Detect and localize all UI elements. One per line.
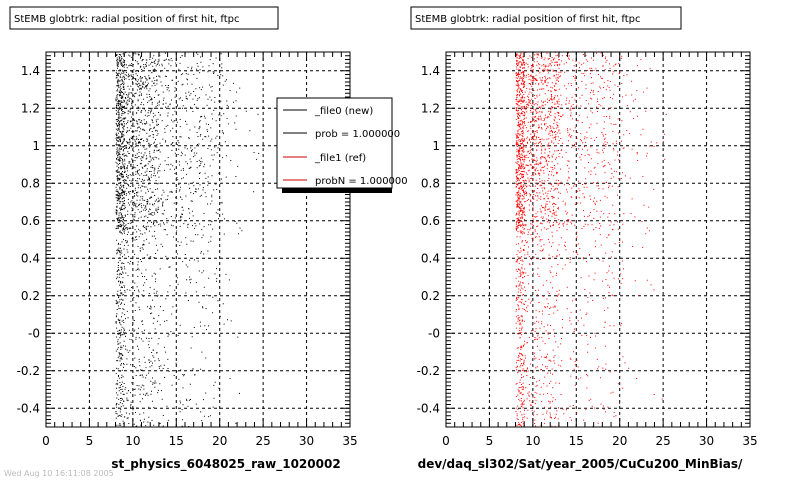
x-tick-label: 10 bbox=[525, 434, 540, 448]
y-tick-label: 0.4 bbox=[21, 251, 40, 265]
y-tick-label: 1.2 bbox=[421, 101, 440, 115]
x-tick-label: 30 bbox=[299, 434, 314, 448]
y-tick-label: -0.4 bbox=[17, 401, 40, 415]
y-tick-label: 0.4 bbox=[421, 251, 440, 265]
x-tick-label: 20 bbox=[612, 434, 627, 448]
x-tick-label: 15 bbox=[169, 434, 184, 448]
panel-right: StEMB globtrk: radial position of first … bbox=[410, 6, 758, 472]
grid-lines bbox=[46, 52, 350, 427]
y-tick-label: 1.4 bbox=[21, 64, 40, 78]
x-tick-label: 25 bbox=[256, 434, 271, 448]
y-tick-label: 0.8 bbox=[21, 176, 40, 190]
x-tick-label: 30 bbox=[699, 434, 714, 448]
x-tick-label: 10 bbox=[125, 434, 140, 448]
y-tick-label: 1 bbox=[32, 139, 40, 153]
y-tick-label: 1 bbox=[432, 139, 440, 153]
grid-lines bbox=[446, 52, 750, 427]
title-box bbox=[410, 6, 682, 30]
x-tick-label: 20 bbox=[212, 434, 227, 448]
y-tick-label: -0 bbox=[428, 326, 440, 340]
legend-label: prob = 1.000000 bbox=[315, 129, 400, 140]
x-tick-label: 35 bbox=[342, 434, 357, 448]
axis-ticks: 0 5 10 15 20 25 30 35 -0.4 -0.2 -0 0.2 0.4 0.6 0.8 1 1.2… bbox=[417, 51, 758, 448]
y-tick-label: 1.2 bbox=[21, 101, 40, 115]
scatter-marks bbox=[115, 51, 260, 428]
x-axis-label: dev/daq_sl302/Sat/year_2005/CuCu200_MinB… bbox=[418, 457, 743, 472]
y-tick-label: 0.8 bbox=[421, 176, 440, 190]
title-box bbox=[9, 6, 279, 30]
x-tick-label: 25 bbox=[656, 434, 671, 448]
y-tick-label: -0.2 bbox=[417, 364, 440, 378]
scatter-points bbox=[115, 51, 260, 428]
y-tick-label: -0.4 bbox=[417, 401, 440, 415]
panel-left: StEMB globtrk: radial position of first … bbox=[9, 6, 358, 472]
legend-label: _file1 (ref) bbox=[314, 153, 366, 164]
y-tick-label: -0.2 bbox=[17, 364, 40, 378]
y-tick-label: 0.2 bbox=[421, 289, 440, 303]
x-tick-label: 5 bbox=[86, 434, 94, 448]
y-tick-label: 1.4 bbox=[421, 64, 440, 78]
legend-entry: _file1 (ref) bbox=[283, 153, 366, 164]
x-tick-label: 15 bbox=[569, 434, 584, 448]
legend-box bbox=[276, 97, 393, 189]
legend-entry: prob = 1.000000 bbox=[283, 129, 400, 140]
x-axis-label: st_physics_6048025_raw_1020002 bbox=[111, 457, 340, 472]
legend: _file0 (new) prob = 1.000000 _file1 (ref… bbox=[276, 97, 408, 193]
y-tick-label: 0.6 bbox=[421, 214, 440, 228]
legend-label: probN = 1.000000 bbox=[315, 176, 408, 187]
y-tick-label: 0.6 bbox=[21, 214, 40, 228]
x-tick-label: 0 bbox=[42, 434, 50, 448]
y-tick-label: 0.2 bbox=[21, 289, 40, 303]
y-tick-label: -0 bbox=[28, 326, 40, 340]
legend-entry: _file0 (new) bbox=[283, 106, 373, 117]
scatter-points bbox=[515, 51, 667, 427]
scatter-marks bbox=[515, 51, 667, 427]
x-tick-label: 5 bbox=[486, 434, 494, 448]
legend-entry: probN = 1.000000 bbox=[283, 176, 408, 187]
legend-label: _file0 (new) bbox=[314, 106, 373, 117]
footer-timestamp: Wed Aug 10 16:11:08 2005 bbox=[4, 469, 114, 478]
x-tick-label: 35 bbox=[742, 434, 757, 448]
chart-title: StEMB globtrk: radial position of first … bbox=[14, 14, 240, 25]
x-tick-label: 0 bbox=[442, 434, 450, 448]
chart-title: StEMB globtrk: radial position of first … bbox=[415, 14, 641, 25]
